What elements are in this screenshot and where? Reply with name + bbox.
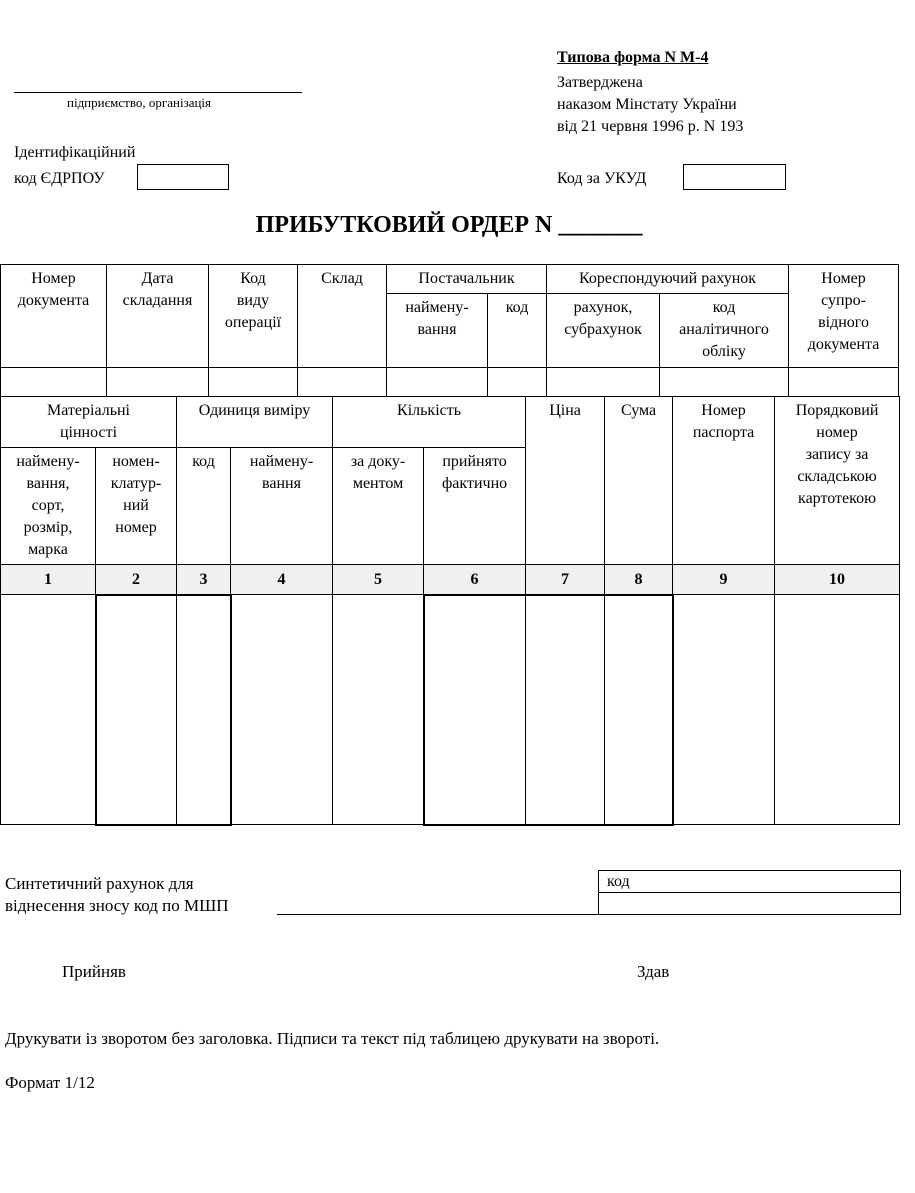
cell-input[interactable] <box>386 367 488 397</box>
th-record-no: Порядковий номер запису за складською ка… <box>774 396 901 565</box>
column-numbers-row: 1 2 3 4 5 6 7 8 9 10 <box>0 564 901 595</box>
approved-line-3: від 21 червня 1996 р. N 193 <box>557 118 744 135</box>
code-label: код <box>607 873 630 890</box>
format-label: Формат 1/12 <box>5 1073 95 1092</box>
th-mat-name: наймену- вання, сорт, розмір, марка <box>0 447 96 565</box>
th-supplier-code: код <box>486 293 548 368</box>
th-price: Ціна <box>525 396 606 565</box>
cell-input[interactable] <box>672 594 776 825</box>
print-note: Друкувати із зворотом без заголовка. Під… <box>5 1029 660 1048</box>
cell-input[interactable] <box>546 367 661 397</box>
th-nomen-no: номен- клатур- ний номер <box>94 447 178 565</box>
table-row <box>0 367 900 397</box>
col-number: 3 <box>176 564 232 595</box>
synthetic-line[interactable] <box>277 914 599 915</box>
ukud-label: Код за УКУД <box>557 170 647 187</box>
th-supplier: Постачальник <box>385 264 548 294</box>
materials-table: Матеріальні цінності Одиниця виміру Кіль… <box>0 396 901 825</box>
col-number: 1 <box>0 564 96 595</box>
col-number: 2 <box>94 564 178 595</box>
code-field[interactable] <box>599 893 900 914</box>
cell-input[interactable] <box>604 594 674 825</box>
th-materials: Матеріальні цінності <box>0 396 178 448</box>
cell-input[interactable] <box>297 367 387 397</box>
th-accomp-doc: Номер супро- відного документа <box>788 264 900 368</box>
cell-input[interactable] <box>0 367 107 397</box>
enterprise-caption: підприємство, організація <box>67 95 212 110</box>
cell-input[interactable] <box>774 594 901 825</box>
received-label: Прийняв <box>62 962 126 981</box>
th-quantity: Кількість <box>332 396 527 448</box>
approved-line-2: наказом Мінстату України <box>557 96 737 113</box>
th-qty-doc: за доку- ментом <box>332 447 425 565</box>
th-corr-account: Кореспондуючий рахунок <box>546 264 790 294</box>
th-doc-number: Номер документа <box>0 264 107 368</box>
edrpou-label-2: код ЄДРПОУ <box>14 170 105 187</box>
th-unit-name: наймену- вання <box>230 447 334 565</box>
cell-input[interactable] <box>788 367 900 397</box>
cell-input[interactable] <box>0 594 96 825</box>
cell-input[interactable] <box>176 594 232 825</box>
th-analytic-code: код аналітичного обліку <box>659 293 790 368</box>
th-sum: Сума <box>604 396 674 565</box>
col-number: 7 <box>525 564 606 595</box>
cell-input[interactable] <box>230 594 334 825</box>
th-qty-fact: прийнято фактично <box>423 447 527 565</box>
th-warehouse: Склад <box>297 264 387 368</box>
synthetic-label-1: Синтетичний рахунок для <box>5 874 194 893</box>
th-account-sub: рахунок, субрахунок <box>546 293 661 368</box>
enterprise-line[interactable] <box>14 92 302 93</box>
cell-input[interactable] <box>525 594 606 825</box>
th-supplier-name: наймену- вання <box>386 293 488 368</box>
cell-input[interactable] <box>106 367 209 397</box>
edrpou-label-1: Ідентифікаційний <box>14 144 136 161</box>
approved-line-1: Затверджена <box>557 74 643 91</box>
cell-input[interactable] <box>208 367 298 397</box>
table-row <box>0 594 901 825</box>
ukud-field[interactable] <box>683 164 786 190</box>
edrpou-field[interactable] <box>137 164 229 190</box>
synthetic-label-2: віднесення зносу код по МШП <box>5 896 229 915</box>
th-unit: Одиниця виміру <box>176 396 334 448</box>
th-unit-code: код <box>176 447 232 565</box>
th-op-code: Код виду операції <box>208 264 298 368</box>
col-number: 5 <box>332 564 425 595</box>
cell-input[interactable] <box>94 594 178 825</box>
cell-input[interactable] <box>659 367 790 397</box>
cell-input[interactable] <box>486 367 548 397</box>
col-number: 6 <box>423 564 527 595</box>
col-number: 9 <box>672 564 776 595</box>
th-date: Дата складання <box>106 264 209 368</box>
th-passport: Номер паспорта <box>672 396 776 565</box>
handed-label: Здав <box>637 962 670 981</box>
form-type: Типова форма N М-4 <box>557 49 709 66</box>
document-info-table: Номер документа Дата складання Код виду … <box>0 264 900 397</box>
col-number: 10 <box>774 564 901 595</box>
cell-input[interactable] <box>332 594 425 825</box>
col-number: 4 <box>230 564 334 595</box>
code-divider <box>599 892 900 893</box>
col-number: 8 <box>604 564 674 595</box>
code-box: код <box>598 870 901 915</box>
cell-input[interactable] <box>423 594 527 825</box>
page-title: ПРИБУТКОВИЙ ОРДЕР N _______ <box>255 212 643 238</box>
